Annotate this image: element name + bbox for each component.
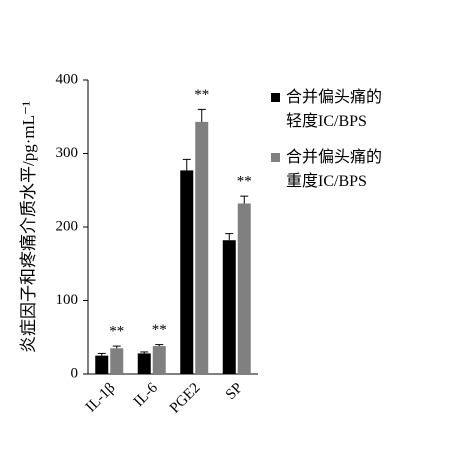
significance: ** [152,322,167,338]
error-bar [197,108,206,122]
significance: ** [194,87,209,103]
bar [95,355,109,374]
significance: ** [237,174,252,190]
y-tick-label: 0 [71,365,79,381]
y-tick-label: 300 [56,145,79,161]
error-bar [112,345,121,349]
y-tick-label: 400 [56,71,79,87]
x-tick-label: IL-1β [83,380,119,416]
error-bar [240,195,249,204]
legend-label: 合并偏头痛的轻度IC/BPS [286,89,383,130]
bar [152,346,166,374]
significance: ** [109,324,124,340]
y-axis-label: 炎症因子和疼痛介质水平/pg·mL⁻¹ [19,101,38,353]
x-tick-label: PGE2 [167,380,204,417]
bar [237,203,251,374]
y-tick-label: 100 [56,292,79,308]
y-tick-label: 200 [56,218,79,234]
bar [180,170,194,374]
x-tick-label: SP [223,380,246,403]
bar [222,240,236,374]
bar [110,348,124,374]
x-tick-label: IL-6 [131,380,162,411]
error-bar [97,352,106,356]
error-bar [225,233,234,241]
legend-swatch [271,153,280,162]
legend-swatch [271,93,280,102]
error-bar [140,351,149,354]
error-bar [155,344,164,347]
error-bar [182,158,191,171]
bar [137,353,151,374]
bar [195,121,209,375]
legend-label: 合并偏头痛的重度IC/BPS [286,149,383,190]
